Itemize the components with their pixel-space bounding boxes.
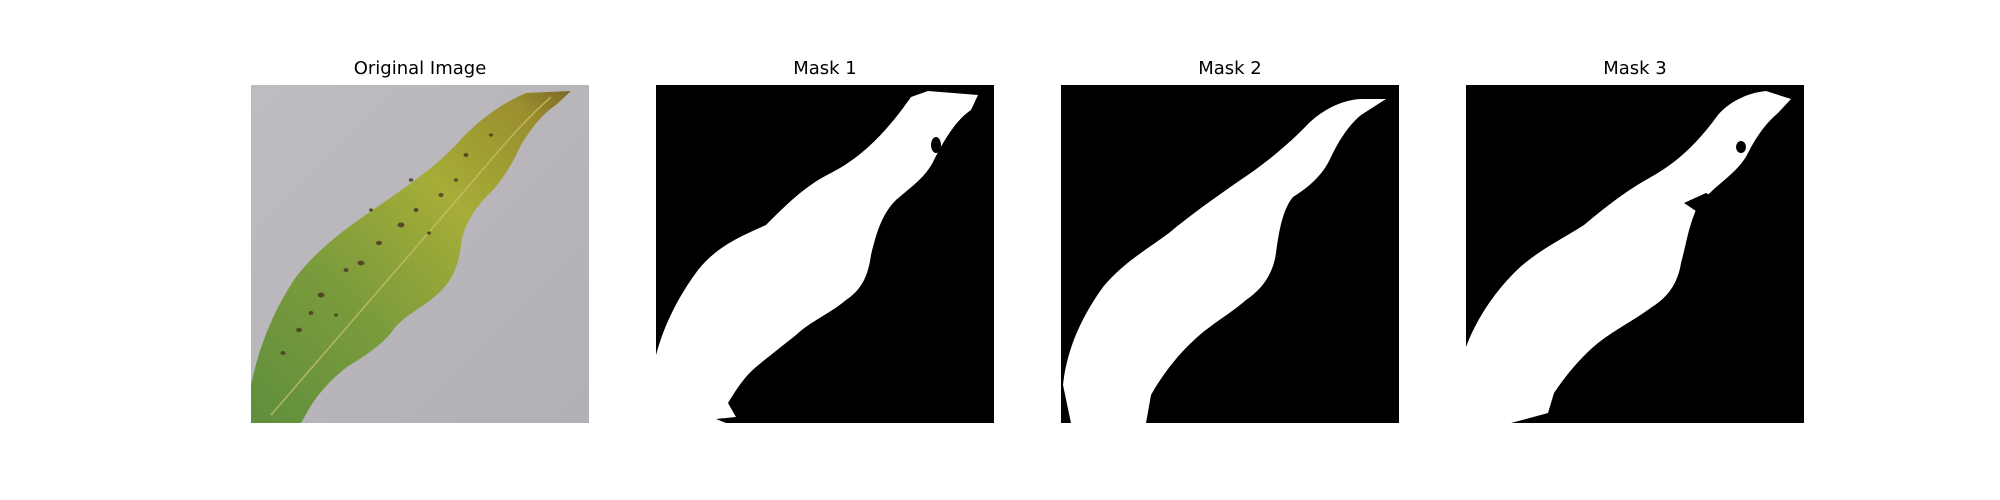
panel-original-image: Original Image — [251, 55, 589, 425]
original-leaf-photo — [251, 85, 589, 423]
mask-hole — [1736, 141, 1746, 153]
mask-2-image — [1061, 85, 1399, 423]
leaf-midrib — [270, 96, 552, 416]
leaf-spots — [280, 133, 493, 355]
panel-title: Mask 2 — [1198, 58, 1262, 79]
mask-gap — [1684, 193, 1714, 211]
mask-1-image — [656, 85, 994, 423]
panel-mask-3: Mask 3 — [1466, 55, 1804, 425]
mask-region — [656, 91, 978, 423]
mask-3-image — [1466, 85, 1804, 423]
panel-title: Mask 1 — [793, 58, 857, 79]
panel-mask-2: Mask 2 — [1061, 55, 1399, 425]
mask-hole — [931, 137, 941, 153]
panel-title: Mask 3 — [1603, 58, 1667, 79]
mask-region — [1063, 99, 1386, 423]
mask-region — [1466, 91, 1791, 423]
leaf-shape — [251, 91, 571, 423]
panel-mask-1: Mask 1 — [656, 55, 994, 425]
panel-title: Original Image — [353, 58, 487, 79]
